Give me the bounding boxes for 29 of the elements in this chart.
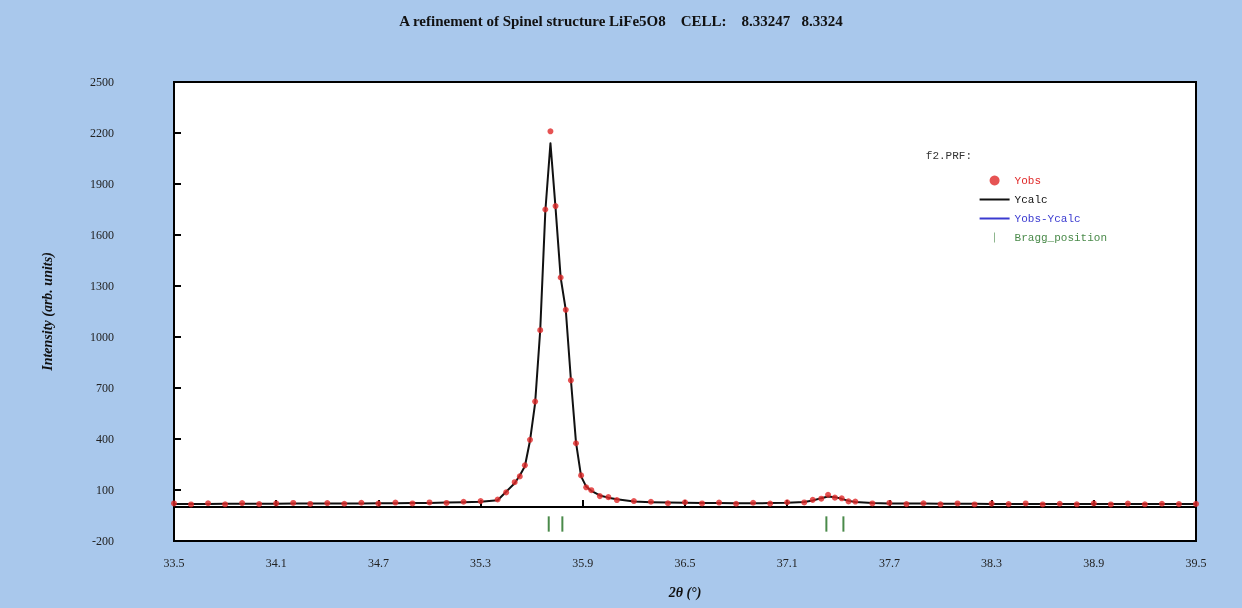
x-tick-label: 38.3 bbox=[981, 556, 1003, 570]
legend-label: Yobs-Ycalc bbox=[1014, 212, 1081, 225]
x-axis-title: 2θ (°) bbox=[667, 584, 702, 601]
y-tick-label: 2500 bbox=[90, 75, 114, 89]
x-tick-label: 35.9 bbox=[572, 556, 594, 570]
x-tick-label: 38.9 bbox=[1083, 556, 1105, 570]
y-tick-label: 100 bbox=[96, 483, 114, 497]
y-tick-label: 1300 bbox=[90, 279, 114, 293]
legend-title: f2.PRF: bbox=[925, 149, 973, 162]
y-axis-title: Intensity (arb. units) bbox=[39, 252, 56, 372]
y-tick-label: 1000 bbox=[90, 330, 114, 344]
x-tick-label: 37.7 bbox=[878, 556, 900, 570]
x-tick-label: 35.3 bbox=[470, 556, 492, 570]
y-tick-label: -200 bbox=[92, 534, 114, 548]
y-tick-label: 400 bbox=[96, 432, 114, 446]
x-tick-label: 34.7 bbox=[367, 556, 389, 570]
x-tick-label: 39.5 bbox=[1185, 556, 1207, 570]
y-tick-label: 2200 bbox=[90, 126, 114, 140]
x-tick-label: 33.5 bbox=[163, 556, 185, 570]
y-tick-label: 700 bbox=[96, 381, 114, 395]
x-tick-label: 36.5 bbox=[674, 556, 696, 570]
legend-label: Bragg_position bbox=[1014, 231, 1108, 244]
legend-label: Ycalc bbox=[1014, 193, 1048, 206]
y-tick-label: 1600 bbox=[90, 228, 114, 242]
x-tick-label: 37.1 bbox=[776, 556, 798, 570]
x-tick-label: 34.1 bbox=[265, 556, 287, 570]
legend-label: Yobs bbox=[1014, 174, 1041, 187]
y-tick-label: 1900 bbox=[90, 177, 114, 191]
chart-title: A refinement of Spinel structure LiFe5O8 CELL: 8.33247 8.3324 bbox=[399, 12, 844, 29]
